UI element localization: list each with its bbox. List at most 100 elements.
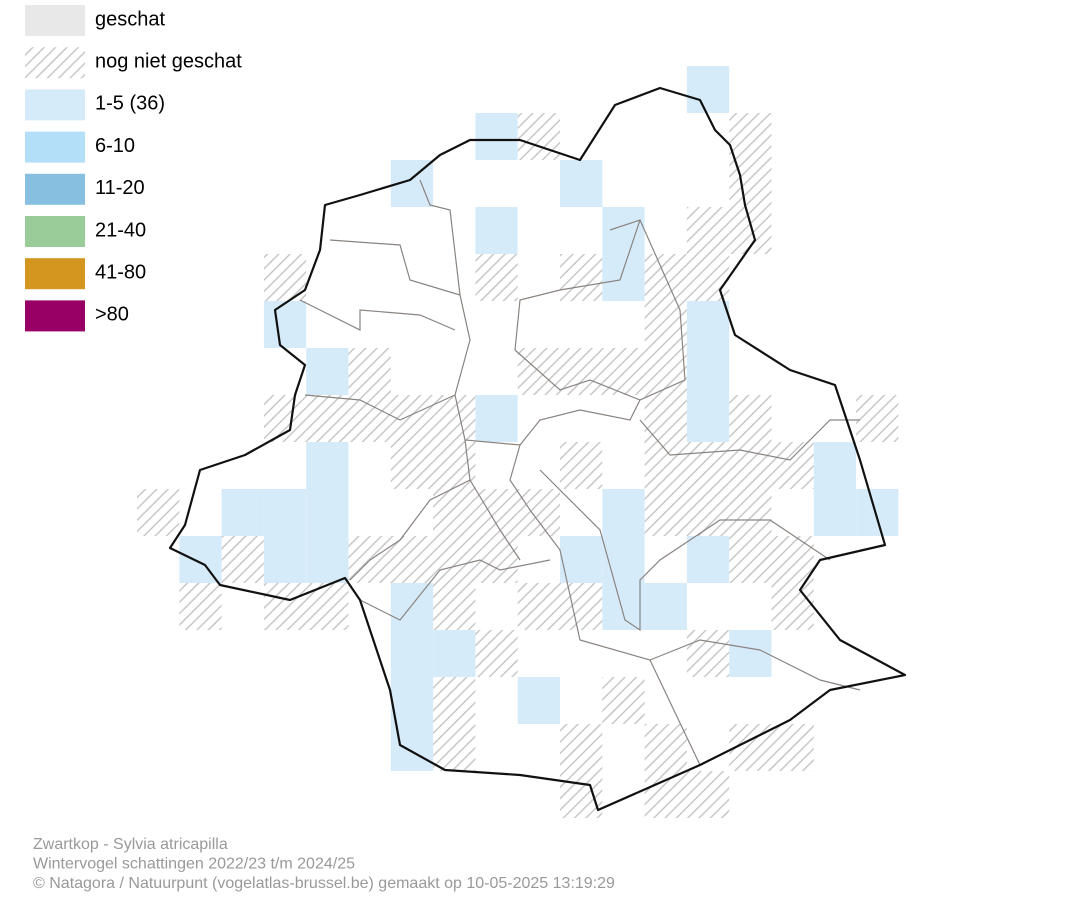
cell-not-estimated xyxy=(560,583,603,630)
cell-estimated xyxy=(263,489,307,536)
cell-not-estimated xyxy=(686,771,730,818)
municipality-borders xyxy=(299,179,861,766)
cell-not-estimated xyxy=(644,489,687,536)
cell-not-estimated xyxy=(644,724,687,771)
cell-estimated xyxy=(517,677,560,724)
cell-not-estimated xyxy=(433,677,476,724)
cell-not-estimated xyxy=(729,536,772,583)
cell-estimated xyxy=(306,489,349,536)
cell-not-estimated xyxy=(686,489,730,536)
cell-not-estimated xyxy=(686,207,730,254)
cell-estimated xyxy=(390,677,434,724)
cell-not-estimated xyxy=(560,771,603,818)
cell-not-estimated xyxy=(263,583,307,630)
cell-estimated xyxy=(686,348,730,395)
cell-not-estimated xyxy=(475,630,518,677)
cell-not-estimated xyxy=(856,395,899,442)
region-outline xyxy=(168,86,907,812)
legend-label: 41-80 xyxy=(95,261,146,283)
cell-estimated xyxy=(602,207,645,254)
cell-estimated xyxy=(560,536,603,583)
cell-not-estimated xyxy=(433,536,476,583)
cell-estimated xyxy=(644,583,687,630)
cell-estimated xyxy=(602,583,645,630)
cell-not-estimated xyxy=(729,442,772,489)
cell-estimated xyxy=(306,536,349,583)
legend-swatch xyxy=(25,216,85,247)
cell-not-estimated xyxy=(644,348,687,395)
footer-line: Zwartkop - Sylvia atricapilla xyxy=(33,836,228,853)
cell-not-estimated xyxy=(433,583,476,630)
cell-not-estimated xyxy=(729,113,772,160)
cell-not-estimated xyxy=(433,489,476,536)
cell-estimated xyxy=(179,536,222,583)
cell-not-estimated xyxy=(560,442,603,489)
cell-not-estimated xyxy=(433,395,476,442)
cell-estimated xyxy=(306,442,349,489)
legend-swatch xyxy=(25,258,85,290)
cell-not-estimated xyxy=(686,442,730,489)
cell-not-estimated xyxy=(179,583,222,630)
cell-estimated xyxy=(686,395,730,442)
cell-estimated xyxy=(221,489,264,536)
cell-not-estimated xyxy=(771,536,814,583)
cell-not-estimated xyxy=(729,489,772,536)
cell-estimated xyxy=(390,630,434,677)
cell-not-estimated xyxy=(644,771,687,818)
cell-not-estimated xyxy=(644,395,687,442)
cell-not-estimated xyxy=(517,113,560,160)
footer: Zwartkop - Sylvia atricapilla Wintervogel… xyxy=(33,836,615,892)
cell-not-estimated xyxy=(644,442,687,489)
cell-estimated xyxy=(813,442,857,489)
legend-label: geschat xyxy=(95,8,165,30)
cell-not-estimated xyxy=(475,536,518,583)
cell-not-estimated xyxy=(771,724,814,771)
cell-not-estimated xyxy=(517,489,560,536)
cell-estimated xyxy=(475,113,518,160)
cell-not-estimated xyxy=(560,254,603,301)
cell-estimated xyxy=(263,301,307,348)
cell-not-estimated xyxy=(390,536,434,583)
cell-estimated xyxy=(729,630,772,677)
cell-estimated xyxy=(813,489,857,536)
cell-estimated xyxy=(263,536,307,583)
cell-estimated xyxy=(856,489,899,536)
cell-not-estimated xyxy=(306,395,349,442)
cell-not-estimated xyxy=(729,395,772,442)
cell-not-estimated xyxy=(475,489,518,536)
legend-swatch xyxy=(25,5,85,36)
legend-swatch xyxy=(25,173,85,205)
cell-not-estimated xyxy=(517,583,560,630)
legend-label: 11-20 xyxy=(95,177,145,199)
legend-swatch xyxy=(25,300,85,332)
cell-estimated xyxy=(390,583,434,630)
cell-not-estimated xyxy=(137,489,180,536)
cell-not-estimated xyxy=(433,724,476,771)
cell-not-estimated xyxy=(390,442,434,489)
cell-not-estimated xyxy=(221,536,264,583)
legend-label: nog niet geschat xyxy=(95,50,242,72)
cell-not-estimated xyxy=(433,442,476,489)
footer-line: © Natagora / Natuurpunt (vogelatlas-brus… xyxy=(33,875,615,892)
cell-not-estimated xyxy=(686,254,730,301)
legend-label: 1-5 (36) xyxy=(95,93,165,115)
cell-estimated xyxy=(686,536,730,583)
cell-not-estimated xyxy=(560,724,603,771)
legend-swatch xyxy=(25,131,85,163)
cell-not-estimated xyxy=(729,160,772,207)
cell-estimated xyxy=(475,207,518,254)
legend-label: 6-10 xyxy=(95,135,135,157)
cell-estimated xyxy=(686,66,730,113)
grid-cells xyxy=(137,66,899,818)
cell-estimated xyxy=(433,630,476,677)
cell-not-estimated xyxy=(348,348,391,395)
cell-estimated xyxy=(475,395,518,442)
legend-label: 21-40 xyxy=(95,219,146,241)
cell-estimated xyxy=(306,348,349,395)
cell-estimated xyxy=(602,254,645,301)
legend-swatch xyxy=(25,47,85,79)
cell-not-estimated xyxy=(348,395,391,442)
cell-not-estimated xyxy=(263,395,307,442)
cell-estimated xyxy=(602,536,645,583)
